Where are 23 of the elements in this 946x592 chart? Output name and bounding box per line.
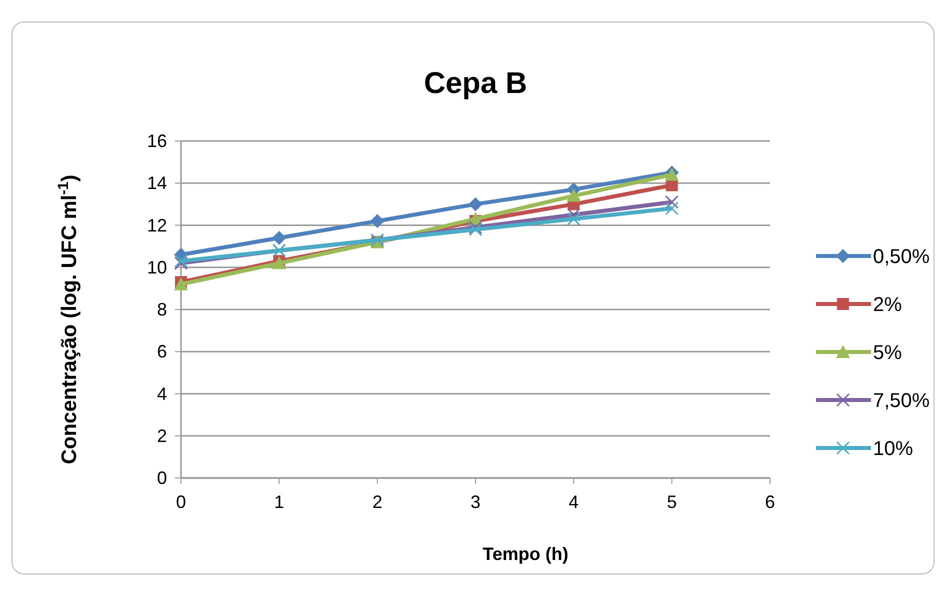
x-tick-label: 6 <box>764 492 776 512</box>
y-tick-label: 16 <box>146 131 167 151</box>
y-tick-label: 10 <box>146 257 167 278</box>
x-tick-label: 0 <box>176 492 186 512</box>
x-tick-label: 2 <box>372 492 382 512</box>
y-tick-label: 8 <box>156 300 167 320</box>
legend-label: 2% <box>873 294 902 316</box>
y-tick-label: 2 <box>156 426 167 446</box>
legend-label: 0,50% <box>873 246 930 268</box>
legend-label: 10% <box>873 438 914 460</box>
x-tick-label: 4 <box>568 492 579 512</box>
legend-label: 7,50% <box>873 390 930 412</box>
y-tick-label: 14 <box>146 173 167 194</box>
y-tick-label: 0 <box>156 468 167 488</box>
y-tick-label: 6 <box>156 342 167 362</box>
legend-label: 5% <box>873 342 902 364</box>
chart-title: Cepa B <box>424 67 528 100</box>
y-tick-label: 4 <box>156 384 167 404</box>
x-tick-label: 5 <box>666 492 677 512</box>
x-tick-label: 3 <box>470 492 481 512</box>
x-axis-title: Tempo (h) <box>482 544 568 564</box>
y-tick-label: 12 <box>146 215 167 236</box>
x-tick-label: 1 <box>274 492 284 512</box>
